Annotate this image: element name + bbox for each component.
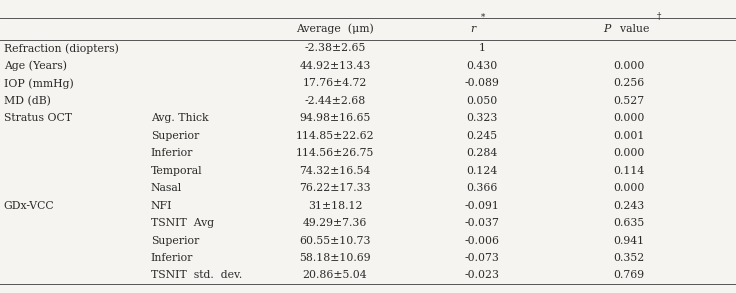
Text: †: † [657, 12, 662, 21]
Text: Superior: Superior [151, 131, 199, 141]
Text: 49.29±7.36: 49.29±7.36 [302, 218, 367, 228]
Text: 44.92±13.43: 44.92±13.43 [300, 61, 370, 71]
Text: 0.323: 0.323 [467, 113, 498, 123]
Text: P: P [604, 23, 611, 34]
Text: Average  (μm): Average (μm) [296, 23, 374, 34]
Text: MD (dB): MD (dB) [4, 96, 51, 106]
Text: 0.941: 0.941 [614, 236, 645, 246]
Text: TSNIT  std.  dev.: TSNIT std. dev. [151, 270, 242, 280]
Text: 0.366: 0.366 [467, 183, 498, 193]
Text: -2.44±2.68: -2.44±2.68 [304, 96, 366, 106]
Text: 0.000: 0.000 [614, 113, 645, 123]
Text: Superior: Superior [151, 236, 199, 246]
Text: -0.006: -0.006 [464, 236, 500, 246]
Text: 20.86±5.04: 20.86±5.04 [302, 270, 367, 280]
Text: 1: 1 [478, 43, 486, 53]
Text: 0.001: 0.001 [614, 131, 645, 141]
Text: r: r [470, 23, 476, 34]
Text: 0.352: 0.352 [614, 253, 645, 263]
Text: 0.050: 0.050 [467, 96, 498, 106]
Text: -0.089: -0.089 [464, 78, 500, 88]
Text: 0.124: 0.124 [467, 166, 498, 176]
Text: Temporal: Temporal [151, 166, 202, 176]
Text: -0.091: -0.091 [464, 201, 500, 211]
Text: 114.56±26.75: 114.56±26.75 [296, 148, 374, 158]
Text: Inferior: Inferior [151, 148, 194, 158]
Text: value: value [613, 23, 649, 34]
Text: 0.000: 0.000 [614, 183, 645, 193]
Text: 0.284: 0.284 [467, 148, 498, 158]
Text: -0.037: -0.037 [464, 218, 500, 228]
Text: Refraction (diopters): Refraction (diopters) [4, 43, 118, 54]
Text: 0.245: 0.245 [467, 131, 498, 141]
Text: Inferior: Inferior [151, 253, 194, 263]
Text: -2.38±2.65: -2.38±2.65 [304, 43, 366, 53]
Text: 58.18±10.69: 58.18±10.69 [299, 253, 371, 263]
Text: 76.22±17.33: 76.22±17.33 [299, 183, 371, 193]
Text: 0.430: 0.430 [467, 61, 498, 71]
Text: 0.635: 0.635 [614, 218, 645, 228]
Text: -0.073: -0.073 [464, 253, 500, 263]
Text: -0.023: -0.023 [464, 270, 500, 280]
Text: 0.114: 0.114 [614, 166, 645, 176]
Text: 0.527: 0.527 [614, 96, 645, 106]
Text: *: * [481, 12, 485, 21]
Text: 74.32±16.54: 74.32±16.54 [300, 166, 370, 176]
Text: Age (Years): Age (Years) [4, 60, 67, 71]
Text: Stratus OCT: Stratus OCT [4, 113, 71, 123]
Text: 0.256: 0.256 [614, 78, 645, 88]
Text: Avg. Thick: Avg. Thick [151, 113, 208, 123]
Text: 0.000: 0.000 [614, 61, 645, 71]
Text: TSNIT  Avg: TSNIT Avg [151, 218, 214, 228]
Text: 17.76±4.72: 17.76±4.72 [302, 78, 367, 88]
Text: GDx-VCC: GDx-VCC [4, 201, 54, 211]
Text: 31±18.12: 31±18.12 [308, 201, 362, 211]
Text: Nasal: Nasal [151, 183, 182, 193]
Text: 60.55±10.73: 60.55±10.73 [299, 236, 371, 246]
Text: 0.243: 0.243 [614, 201, 645, 211]
Text: IOP (mmHg): IOP (mmHg) [4, 78, 74, 88]
Text: 0.000: 0.000 [614, 148, 645, 158]
Text: NFI: NFI [151, 201, 172, 211]
Text: 0.769: 0.769 [614, 270, 645, 280]
Text: 114.85±22.62: 114.85±22.62 [296, 131, 374, 141]
Text: 94.98±16.65: 94.98±16.65 [300, 113, 370, 123]
